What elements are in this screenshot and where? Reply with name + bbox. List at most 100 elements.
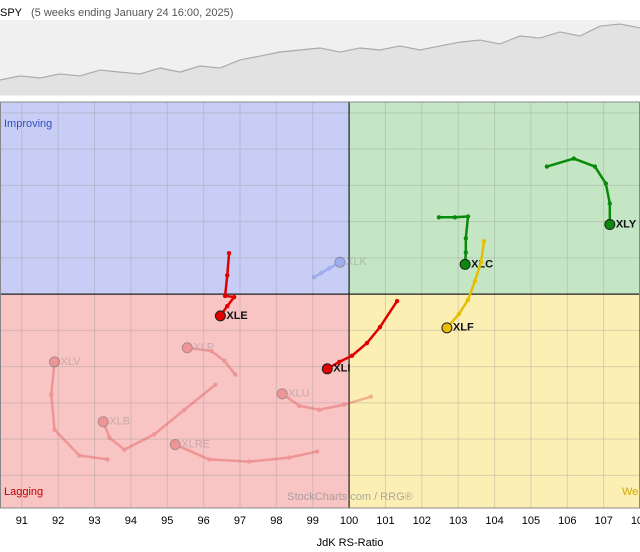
tail: XLI [321,298,400,375]
x-tick-label: 92 [52,515,64,527]
x-tick-label: 98 [270,515,282,527]
quadrant-label: Lagging [4,486,43,498]
tail-point [107,435,112,440]
x-tick-label: 102 [413,515,431,527]
tail-line [546,157,612,225]
tail-point [463,236,469,241]
tail-point [592,164,598,169]
x-tick-label: 93 [88,515,100,527]
improving-quadrant [0,102,350,295]
tail-point [225,303,230,309]
series-label: XLRE [181,438,210,450]
tail-line [187,346,237,376]
tail-line [326,300,399,370]
tail-point [246,459,252,464]
chart-title: SPY [0,7,23,19]
tail-point [317,407,322,412]
x-tick-label: 106 [558,515,576,527]
series-label: XLU [288,388,309,400]
tail-point [314,449,320,454]
tail-point [225,273,230,278]
head-marker [334,256,346,268]
x-tick-label: 107 [594,515,612,527]
tail: XLU [276,388,374,412]
weakening-quadrant [349,294,640,508]
tail: XLE [214,250,248,322]
lagging-quadrant [0,294,350,508]
tail-point [463,250,469,255]
tail-point [209,348,214,354]
tail-point [465,297,471,303]
series-label: XLE [226,310,247,322]
tail-point [318,270,324,276]
series-label: XLP [193,342,214,354]
tail-point [364,340,370,346]
tail-line [174,443,318,463]
tail-point [222,293,228,299]
leading-quadrant [349,102,640,295]
head-marker [441,322,453,334]
head-marker [321,363,333,375]
head-marker [181,342,193,354]
tail-point [337,359,342,365]
tail-line [50,361,108,461]
x-tick-label: 94 [125,515,137,527]
tail-point [226,250,232,256]
tail-point [349,353,355,358]
head-marker [49,356,61,368]
tail-point [394,298,400,304]
tail: XLY [544,156,637,230]
head-marker [169,439,181,451]
series-label: XLI [333,363,350,375]
quadrants [0,102,640,508]
tail: XLRE [169,438,320,464]
tail-point [182,407,187,412]
tail: XLP [181,342,238,377]
tail: XLF [441,239,487,334]
head-marker [97,416,109,428]
chart-subtitle: (5 weeks ending January 24 16:00, 2025) [31,7,233,19]
series-label: XLV [61,356,82,368]
sparkline-area [0,24,640,95]
tail: XLK [311,256,367,280]
tail: XLC [436,214,493,270]
tail-point [341,402,347,407]
x-tick-label: 95 [161,515,173,527]
x-axis-label: JdK RS-Ratio [317,537,384,549]
plot: XLK XLU XLP XLV XLB XLRE XLY XLC XLF XLE XLI [0,23,640,509]
tail-point [222,358,227,364]
tail-point [297,403,302,408]
tail-point [481,239,487,244]
sparkline [0,23,640,81]
watermark: StockCharts.com / RRG® [287,491,412,503]
series-label: XLB [109,416,130,428]
x-tick-label: 101 [376,515,394,527]
tail-point [326,266,332,271]
x-tick-label: 97 [234,515,246,527]
tail-point [77,453,82,458]
x-tick-label: 104 [485,515,503,527]
tail-point [311,274,317,280]
head-marker [214,310,226,322]
x-tick-label: 99 [307,515,319,527]
tail-point [452,215,458,220]
tail-point [122,447,127,452]
tail-point [465,214,471,219]
tail-point [472,278,478,284]
tail-point [436,215,442,220]
tail-line [445,241,486,329]
tail-line [313,261,341,279]
x-tick-label: 108 [631,515,640,527]
tail-point [607,201,613,206]
series-label: XLC [471,258,493,270]
x-tick-label: 100 [340,515,358,527]
quadrant-label: Weakening [622,486,640,498]
tail-point [52,427,57,432]
x-tick-label: 105 [522,515,540,527]
tail-point [231,294,237,300]
tail-line [281,392,372,412]
head-marker [276,388,288,400]
tail-point [105,457,110,462]
tail-point [206,457,212,462]
x-tick-label: 103 [449,515,467,527]
